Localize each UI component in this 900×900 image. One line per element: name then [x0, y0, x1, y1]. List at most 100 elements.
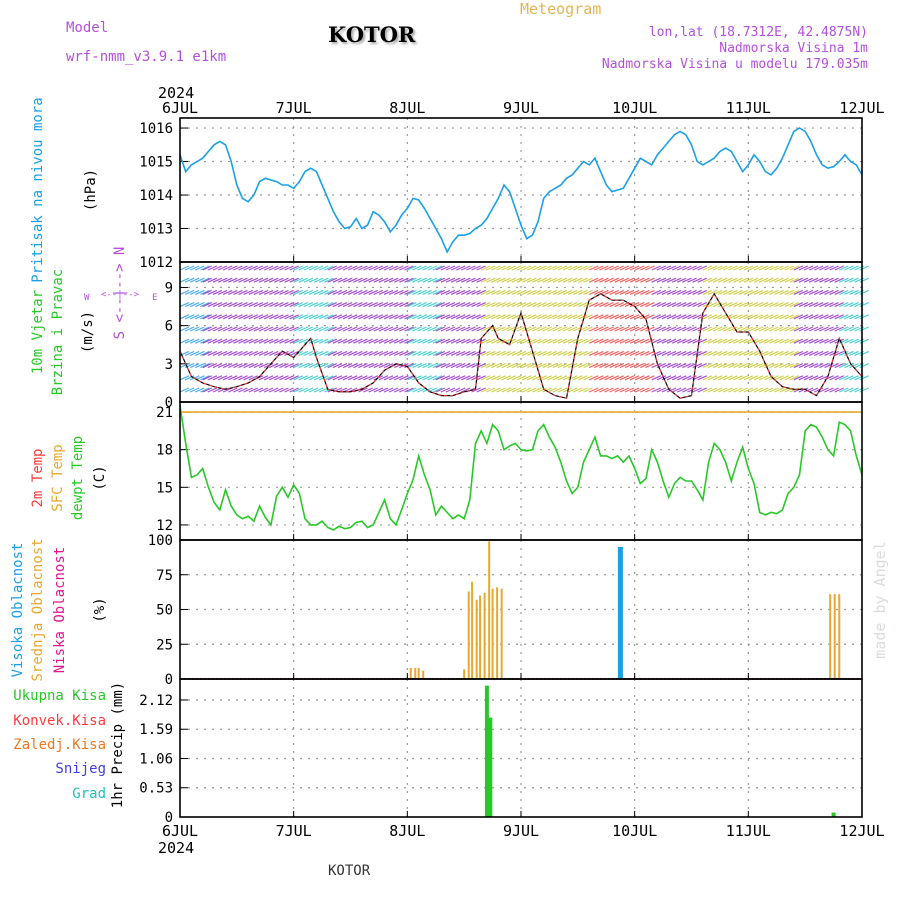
wind-arrow: [491, 363, 501, 369]
wind-arrow: [212, 326, 223, 332]
wind-arrow: [651, 350, 661, 356]
wind-arrow: [619, 277, 630, 283]
wind-arrow: [758, 363, 769, 369]
wind-arrow: [363, 363, 373, 369]
wind-arrow: [298, 363, 309, 369]
wind-arrow: [450, 314, 461, 320]
wind-arrow: [609, 302, 619, 308]
wind-arrow: [318, 387, 329, 393]
wind-arrow: [624, 314, 635, 320]
wind-arrow: [471, 289, 481, 295]
wind-arrow: [624, 387, 635, 393]
wind-arrow: [619, 289, 630, 295]
wind-arrow: [764, 289, 774, 295]
wind-arrow: [258, 277, 269, 283]
wind-arrow: [609, 363, 619, 369]
wind-arrow: [347, 363, 358, 369]
wind-arrow: [263, 314, 274, 320]
wind-arrow: [819, 265, 829, 271]
wind-arrow: [368, 375, 378, 381]
wind-arrow: [748, 350, 759, 356]
wind-arrow: [748, 289, 759, 295]
wind-arrow: [486, 350, 496, 356]
y-tick-label: 18: [156, 443, 173, 459]
wind-arrow: [594, 302, 604, 308]
wind-arrow: [450, 277, 461, 283]
wind-arrow: [594, 326, 604, 332]
wind-arrow: [682, 289, 692, 295]
wind-arrow: [604, 363, 614, 369]
dewpoint-line: [179, 405, 863, 531]
wind-arrow: [501, 265, 511, 271]
wind-arrow: [769, 265, 779, 271]
wind-arrow: [263, 375, 274, 381]
y-tick-label: 0: [165, 672, 173, 688]
wind-arrow: [217, 375, 228, 381]
wind-arrow: [496, 265, 506, 271]
wind-arrow: [758, 314, 769, 320]
high-cloud-bar: [617, 546, 623, 679]
wind-arrow: [798, 265, 809, 271]
wind-arrow: [849, 338, 859, 344]
wind-arrow: [486, 375, 496, 381]
wind-arrow: [829, 265, 839, 271]
wind-arrow: [839, 302, 849, 308]
wind-arrow: [233, 326, 243, 332]
wind-arrow: [594, 265, 604, 271]
wind-arrow: [516, 277, 527, 283]
wind-arrow: [293, 338, 303, 344]
wind-arrow: [779, 265, 789, 271]
wind-arrow: [723, 375, 733, 381]
wind-arrow: [284, 326, 294, 332]
wind-arrow: [358, 350, 368, 356]
wind-arrow: [195, 265, 205, 271]
wind-arrow: [233, 363, 243, 369]
wind-arrow: [466, 326, 476, 332]
wind-arrow: [189, 289, 200, 295]
wind-arrow: [671, 265, 682, 271]
wind-arrow: [412, 265, 422, 271]
wind-arrow: [184, 265, 195, 271]
wind-arrow: [263, 302, 274, 308]
wind-arrow: [435, 350, 445, 356]
y-tick-label: 1014: [139, 188, 173, 204]
wind-arrow: [466, 277, 476, 283]
wind-arrow: [849, 375, 859, 381]
wind-arrow: [562, 314, 573, 320]
wind-arrow: [363, 289, 373, 295]
wind-arrow: [373, 277, 384, 283]
wind-arrow: [212, 314, 223, 320]
wind-arrow: [179, 326, 190, 332]
wind-arrow: [253, 363, 264, 369]
wind-arrow: [629, 375, 640, 381]
wind-arrow: [308, 314, 319, 320]
wind-arrow: [824, 265, 834, 271]
wind-arrow: [207, 387, 218, 393]
panel-frame-precip: [179, 678, 863, 818]
wind-arrow: [412, 326, 422, 332]
wind-arrow: [814, 375, 824, 381]
wind-arrow: [634, 350, 645, 356]
wind-arrow: [363, 387, 373, 393]
wind-arrow: [537, 265, 547, 271]
wind-arrow: [774, 314, 784, 320]
wind-arrow: [542, 265, 552, 271]
wind-arrow: [728, 302, 738, 308]
wind-arrow: [383, 314, 394, 320]
compass-west: W: [84, 293, 90, 303]
wind-arrow: [733, 363, 743, 369]
wind-arrow: [228, 326, 238, 332]
wind-arrow: [521, 302, 532, 308]
wind-arrow: [803, 302, 814, 308]
wind-arrow: [313, 265, 324, 271]
wind-arrow: [258, 289, 269, 295]
wind-arrow: [373, 387, 384, 393]
wind-arrow: [697, 387, 707, 393]
wind-arrow: [567, 289, 578, 295]
wind-arrow: [373, 289, 384, 295]
wind-arrow: [486, 265, 496, 271]
wind-arrow: [547, 289, 557, 295]
elevation-text: Nadmorska Visina 1m: [719, 41, 868, 56]
wind-arrow: [427, 314, 438, 320]
wind-arrow: [634, 277, 645, 283]
